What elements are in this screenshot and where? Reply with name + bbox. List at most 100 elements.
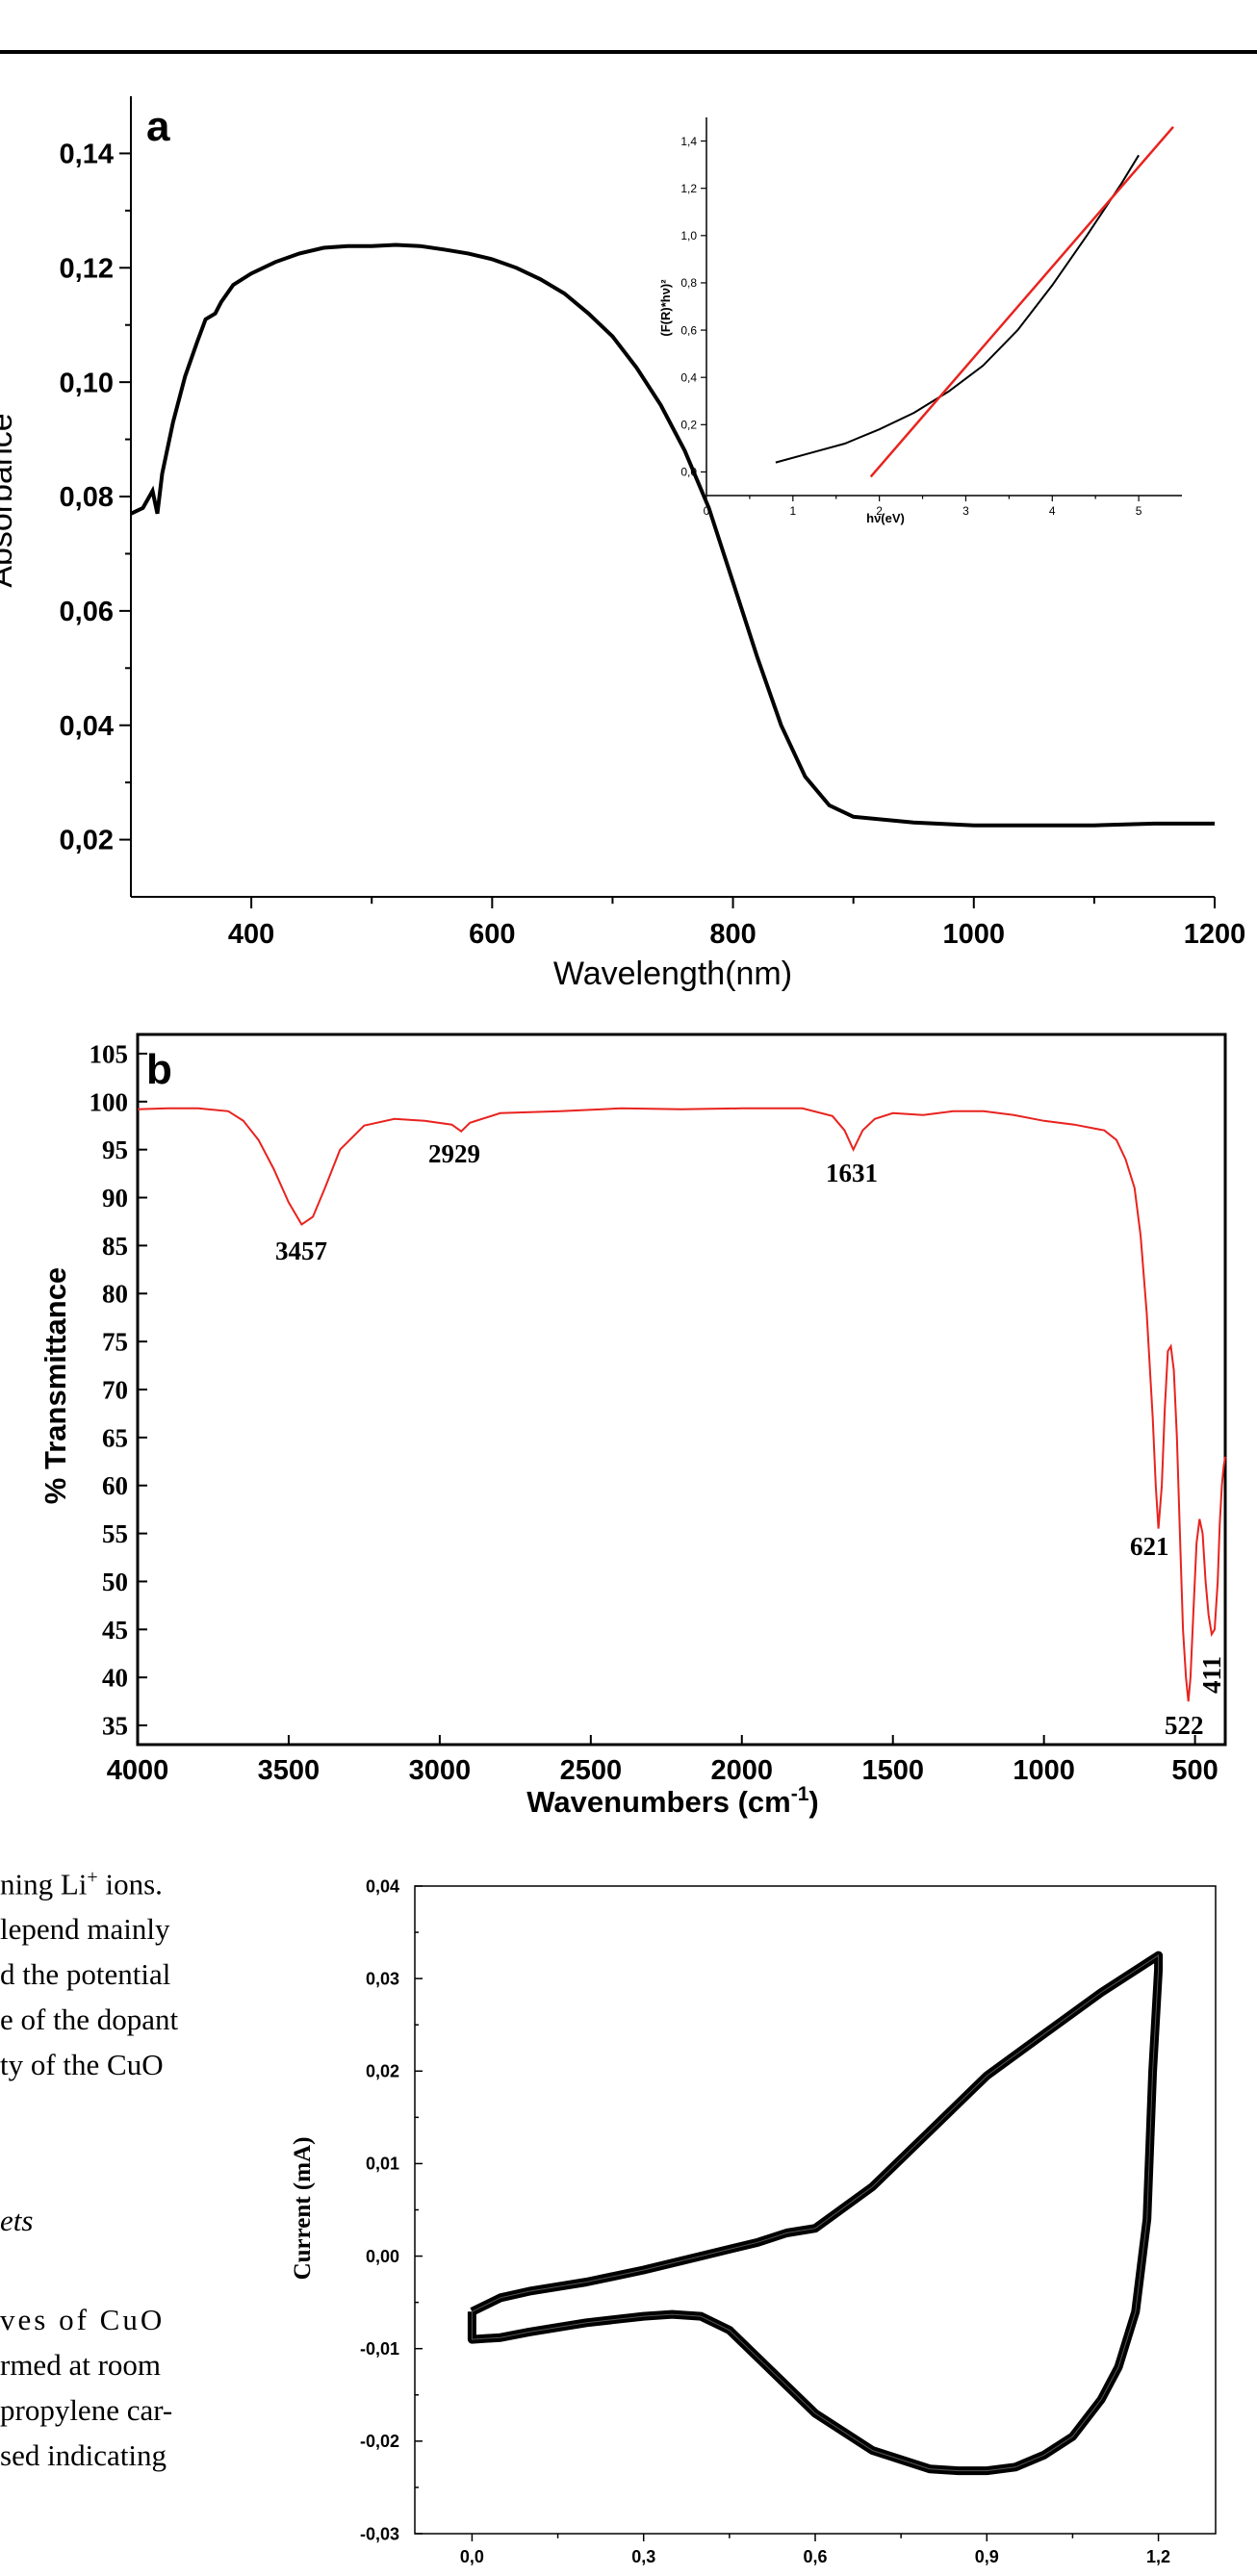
panel-a-xtick-label: 1000 <box>943 919 1006 950</box>
panel-c-xtick-label: 0,0 <box>460 2547 484 2566</box>
body-text-line-9: propylene car- <box>0 2393 173 2427</box>
panel-b-ytick-label: 50 <box>102 1568 128 1596</box>
inset-ytick-label: 0,4 <box>680 370 697 384</box>
panel-a-xtick-label: 600 <box>469 919 515 950</box>
panel-b-x-ticks: 4000 3500 3000 2500 2000 1500 1000 500 <box>107 1735 1219 1786</box>
panel-b-xtick-label: 3000 <box>409 1755 472 1786</box>
panel-b-frame <box>136 1033 1227 1747</box>
panel-a-ytick-label: 0,02 <box>60 826 114 856</box>
panel-c-ytick-label: 0,04 <box>366 1876 399 1896</box>
panel-a-ytick-label: 0,12 <box>60 253 114 284</box>
body-text-line-8: rmed at room <box>0 2348 162 2382</box>
body-text-line-10: sed indicating <box>0 2438 167 2472</box>
panel-a-ytick-label: 0,08 <box>60 482 114 513</box>
panel-c-ylabel: Current (mA) <box>290 2137 316 2281</box>
peak-label-411: 411 <box>1197 1656 1226 1694</box>
peak-label-2929: 2929 <box>428 1139 480 1168</box>
panel-c-xtick-label: 1,2 <box>1146 2547 1170 2566</box>
panel-b-xtick-label: 3500 <box>258 1755 321 1786</box>
body-text-line-1: ning Li+ ions. <box>0 1867 163 1901</box>
peak-label-522: 522 <box>1165 1711 1204 1740</box>
panel-b-ylabel: % Transmittance <box>38 1267 72 1504</box>
panel-c-cv-cycles <box>471 1954 1160 2472</box>
panel-c-ytick-label: -0,03 <box>360 2524 399 2543</box>
inset-ytick-label: 1,0 <box>680 229 697 242</box>
panel-b-xtick-label: 1000 <box>1013 1755 1075 1786</box>
body-text-line-1-pre: ning Li <box>0 1867 88 1901</box>
panel-a-inset: 0,0 0,2 0,4 0,6 0,8 1,0 1,2 1,4 0 1 2 3 4 5 (F(R)*hν… <box>658 117 1182 525</box>
peak-label-621: 621 <box>1130 1532 1169 1561</box>
panel-c-cv-loop <box>467 1951 1164 2476</box>
panel-a-y-ticks: 0,02 0,04 0,06 0,08 0,10 0,12 0,14 <box>60 140 131 856</box>
inset-data-curve <box>775 154 1140 464</box>
panel-c-ytick-label: -0,02 <box>360 2432 399 2451</box>
panel-c-ytick-label: 0,02 <box>366 2062 399 2081</box>
inset-ytick-label: 1,4 <box>680 135 697 148</box>
panel-b-y-ticks: 35 40 45 50 55 60 65 70 75 80 85 90 95 100 105 <box>90 1039 147 1741</box>
panel-b-ytick-label: 90 <box>102 1184 128 1212</box>
body-text-line-6: ets <box>0 2204 33 2238</box>
panel-a-xtick-label: 400 <box>228 919 274 950</box>
panel-b-ytick-label: 75 <box>102 1328 128 1357</box>
panel-c-xtick-label: 0,3 <box>631 2547 655 2566</box>
panel-c-ytick-label: 0,00 <box>366 2247 399 2266</box>
inset-ytick-label: 0,2 <box>680 419 697 432</box>
panel-c-xtick-label: 0,9 <box>975 2547 999 2566</box>
panel-b-xtick-label: 4000 <box>107 1755 169 1786</box>
panel-b-ytick-label: 55 <box>102 1519 128 1548</box>
panel-b-series-line <box>137 1107 1226 1702</box>
panel-b-label: b <box>146 1046 172 1093</box>
peak-label-1631: 1631 <box>826 1159 878 1187</box>
inset-xtick-label: 5 <box>1136 504 1142 518</box>
inset-xlabel: hν(eV) <box>866 511 905 525</box>
panel-c-xtick-label: 0,6 <box>803 2547 827 2566</box>
panel-c-ytick-label: 0,03 <box>366 1969 399 1988</box>
panel-b-xtick-label: 2500 <box>560 1755 623 1786</box>
body-text-line-2: lepend mainly <box>0 1912 170 1946</box>
inset-x-ticks: 0 1 2 3 4 5 <box>704 496 1142 518</box>
panel-b-ytick-label: 100 <box>90 1087 129 1116</box>
panel-c-ytick-label: 0,01 <box>366 2155 399 2174</box>
panel-b-ytick-label: 65 <box>102 1423 128 1452</box>
panel-c: -0,03 -0,02 -0,01 0,00 0,01 0,02 0,03 0,04 0,0 0… <box>290 1876 1217 2566</box>
inset-y-ticks: 0,0 0,2 0,4 0,6 0,8 1,0 1,2 1,4 <box>680 135 706 479</box>
panel-b-ytick-label: 35 <box>102 1712 128 1741</box>
panel-b-xlabel-end: ) <box>808 1785 818 1819</box>
inset-xtick-label: 4 <box>1049 504 1056 518</box>
peak-label-3457: 3457 <box>275 1237 327 1265</box>
panel-a-xtick-label: 800 <box>709 919 756 950</box>
panel-a-xtick-label: 1200 <box>1184 919 1246 950</box>
panel-b-xlabel-sup: -1 <box>791 1783 809 1805</box>
panel-b-xtick-label: 2000 <box>711 1755 774 1786</box>
inset-ytick-label: 0,8 <box>680 276 697 290</box>
panel-a-label: a <box>146 103 170 150</box>
inset-ytick-label: 1,2 <box>680 182 697 195</box>
panel-b-xlabel-main: Wavenumbers (cm <box>526 1785 791 1819</box>
panel-b-ytick-label: 45 <box>102 1616 128 1645</box>
panel-b-xtick-label: 1500 <box>861 1755 924 1786</box>
panel-a-xlabel: Wavelength(nm) <box>553 956 792 992</box>
panel-c-frame <box>414 1885 1217 2535</box>
panel-c-y-ticks: -0,03 -0,02 -0,01 0,00 0,01 0,02 0,03 0,04 <box>360 1876 423 2543</box>
inset-xtick-label: 0 <box>704 504 710 518</box>
inset-ytick-label: 0,0 <box>680 466 697 479</box>
panel-b-ytick-label: 105 <box>90 1039 129 1068</box>
inset-tauc-fit-line <box>869 125 1174 478</box>
panel-c-ytick-label: -0,01 <box>360 2339 399 2359</box>
panel-b-ytick-label: 60 <box>102 1471 128 1500</box>
body-text-line-6-italic: ets <box>0 2204 34 2237</box>
panel-a-ylabel: Absorbance <box>0 413 19 587</box>
panel-a-ytick-label: 0,14 <box>60 140 114 170</box>
panel-b: b 35 40 45 50 55 60 65 70 75 80 85 90 95 100 105 4000 3… <box>38 1033 1227 1819</box>
body-text-line-7: ves of CuO <box>0 2303 166 2336</box>
panel-a-ytick-label: 0,06 <box>60 597 114 627</box>
body-text-line-5: ty of the CuO <box>0 2048 164 2081</box>
panel-a-ytick-label: 0,04 <box>60 711 114 742</box>
panel-a: a 0,020,040,060,080,100,120,14 400 600 800… <box>0 96 1245 992</box>
panel-b-ytick-label: 70 <box>102 1375 128 1404</box>
panel-a-x-ticks: 400 600 800 1000 1200 <box>228 897 1245 950</box>
panel-a-ytick-label: 0,10 <box>60 368 114 398</box>
panel-b-ytick-label: 40 <box>102 1664 128 1693</box>
panel-a-series-line <box>130 242 1215 828</box>
